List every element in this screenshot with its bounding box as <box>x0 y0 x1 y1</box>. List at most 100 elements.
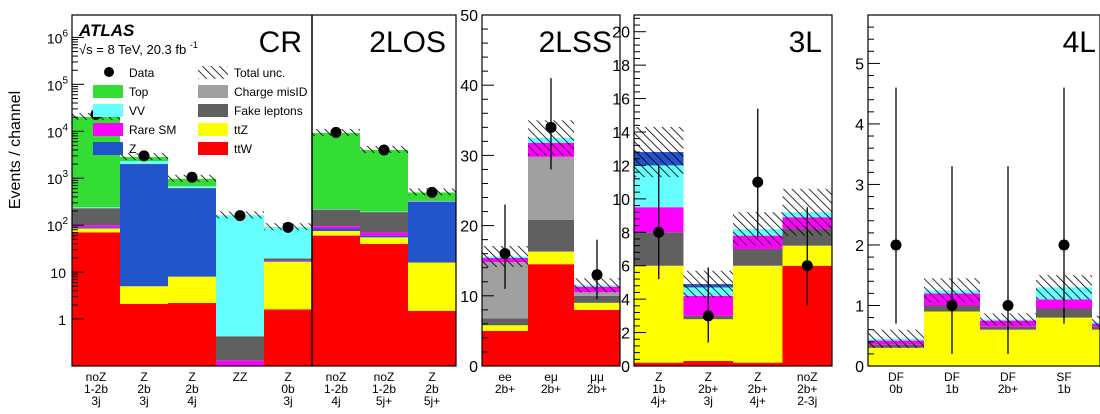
uncertainty-band <box>1092 315 1100 328</box>
x-tick-label: ee <box>498 370 512 384</box>
legend-swatch <box>93 142 123 155</box>
legend-entry: Data <box>104 66 155 80</box>
data-point <box>499 248 511 260</box>
energy-text: √s = 8 TeV, 20.3 fb <box>79 42 186 57</box>
bar-segment <box>868 347 924 366</box>
y-tick-label: 16 <box>612 92 630 109</box>
x-tick-label: 4j+ <box>651 394 667 408</box>
y-tick-base: 10 <box>47 171 63 187</box>
bar-segment <box>482 330 528 366</box>
bar-segment <box>312 226 360 229</box>
bar-segment <box>168 188 216 277</box>
x-tick-label: 4j <box>331 394 340 408</box>
x-tick-label: 1-2b <box>324 382 348 396</box>
x-tick-label: 2b <box>137 382 151 396</box>
bar-segment <box>360 235 408 238</box>
bar-segment <box>408 262 456 311</box>
bar-segment <box>120 303 168 366</box>
bar-segment <box>216 215 264 337</box>
data-point <box>186 171 198 183</box>
y-tick-label: 106 <box>47 28 69 46</box>
y-tick-exponent: 3 <box>62 169 68 180</box>
y-tick-label: 4 <box>621 292 630 309</box>
legend-label: Total unc. <box>234 66 285 80</box>
legend-entry: ttZ <box>198 123 248 137</box>
x-tick-label: 1b <box>1057 382 1071 396</box>
x-tick-label: 2b <box>185 382 199 396</box>
legend-entry: Z <box>93 142 136 156</box>
plot-frame <box>633 14 833 367</box>
bar-segment <box>360 243 408 366</box>
y-tick-label: 18 <box>612 58 630 75</box>
legend-swatch <box>93 104 123 117</box>
x-tick-label: 0b <box>281 382 295 396</box>
x-tick-label: Z <box>140 370 147 384</box>
y-tick-label: 14 <box>612 125 630 142</box>
bar-segment <box>120 164 168 287</box>
bar-segment <box>360 232 408 236</box>
legend-label: Top <box>129 85 149 99</box>
bar-segment <box>408 201 456 263</box>
bar-segment <box>683 360 733 366</box>
data-point <box>426 186 438 198</box>
bar-segment <box>264 309 312 366</box>
x-tick-label: 5j+ <box>376 394 392 408</box>
x-tick-label: 2-3j <box>797 394 817 408</box>
y-tick-label: 2 <box>621 326 630 343</box>
x-tick-label: 2b+ <box>748 382 768 396</box>
x-tick-label: 4j <box>187 394 196 408</box>
x-tick-label: 2b+ <box>495 382 515 396</box>
legend-swatch <box>198 85 228 98</box>
bar-segment <box>733 265 783 363</box>
data-point <box>330 126 342 138</box>
bar-segment <box>1036 317 1092 366</box>
x-tick-label: ZZ <box>233 370 248 384</box>
x-tick-label: noZ <box>86 370 107 384</box>
y-tick-label: 0 <box>855 359 864 376</box>
x-tick-label: 1b <box>945 382 959 396</box>
x-tick-label: 1b <box>652 382 666 396</box>
panel-label-cr: CR <box>259 26 302 59</box>
y-tick-label: 4 <box>855 117 864 134</box>
legend-label: Z <box>129 142 136 156</box>
x-tick-label: Z <box>428 370 435 384</box>
bar-segment <box>72 208 120 226</box>
bar-segment <box>72 225 120 228</box>
data-point <box>234 210 246 222</box>
legend-swatch <box>93 123 123 136</box>
bar-segment <box>72 227 120 229</box>
x-tick-label: Z <box>284 370 291 384</box>
x-tick-label: 3j <box>704 394 713 408</box>
legend-entry: Fake leptons <box>198 104 303 118</box>
x-tick-label: 1-2b <box>372 382 396 396</box>
data-point <box>138 150 150 162</box>
data-point <box>702 310 714 322</box>
y-tick-label: 104 <box>47 122 69 140</box>
y-tick-label: 0 <box>621 359 630 376</box>
bar-segment <box>634 265 684 363</box>
bar-segment <box>1092 329 1100 366</box>
legend-swatch <box>198 123 228 136</box>
y-tick-exponent: 6 <box>62 28 68 39</box>
legend-hatch-icon <box>198 66 228 79</box>
x-tick-label: SF <box>1056 370 1071 384</box>
x-tick-label: 2b+ <box>587 382 607 396</box>
y-tick-exponent: 2 <box>62 216 68 227</box>
x-tick-label: noZ <box>374 370 395 384</box>
legend-entry: Top <box>93 85 149 99</box>
y-axis-label: Events / channel <box>7 91 24 209</box>
y-tick-label: 1 <box>58 312 66 328</box>
y-tick-label: 102 <box>47 216 69 234</box>
bar-segment <box>528 251 574 265</box>
x-tick-label: 1-2b <box>84 382 108 396</box>
y-tick-label: 10 <box>50 265 66 281</box>
bar-segment <box>360 211 408 213</box>
y-tick-label: 5 <box>855 56 864 73</box>
bar-segment <box>312 132 360 210</box>
x-tick-label: 0b <box>889 382 903 396</box>
y-tick-label: 40 <box>460 78 478 95</box>
y-tick-label: 8 <box>621 225 630 242</box>
legend-entry: Rare SM <box>93 123 176 137</box>
